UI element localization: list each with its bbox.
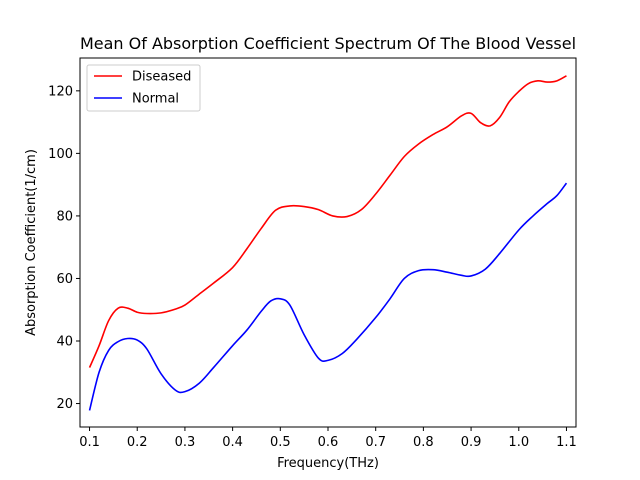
x-tick-label: 0.7 [365, 435, 386, 450]
series-line-normal [88, 182, 568, 411]
series-line-diseased [88, 75, 567, 368]
series-layer [88, 75, 568, 411]
x-tick-label: 0.6 [318, 435, 339, 450]
y-tick-label: 80 [56, 209, 73, 224]
x-tick-label: 0.5 [270, 435, 291, 450]
x-tick-label: 0.2 [127, 435, 148, 450]
x-tick-label: 0.1 [79, 435, 100, 450]
y-tick-label: 40 [56, 335, 73, 350]
legend-label-normal: Normal [132, 92, 179, 107]
chart-title: Mean Of Absorption Coefficient Spectrum … [80, 34, 576, 53]
x-tick-label: 0.8 [413, 435, 434, 450]
x-axis: 0.1 0.2 0.3 0.4 0.5 0.6 0.7 0.8 0.9 1.0 1.1 [79, 427, 577, 450]
legend-label-diseased: Diseased [132, 70, 191, 85]
y-tick-label: 60 [56, 272, 73, 287]
x-tick-label: 1.1 [556, 435, 577, 450]
y-axis-label: Absorption Coefficient(1/cm) [24, 149, 39, 336]
x-tick-label: 0.4 [222, 435, 243, 450]
y-axis: 20 40 60 80 100 120 [48, 84, 80, 412]
legend: Diseased Normal [86, 64, 201, 112]
x-axis-label: Frequency(THz) [277, 456, 379, 471]
y-tick-label: 100 [48, 147, 73, 162]
x-tick-label: 0.9 [461, 435, 482, 450]
x-tick-label: 1.0 [508, 435, 529, 450]
x-tick-label: 0.3 [175, 435, 196, 450]
y-tick-label: 120 [48, 84, 73, 99]
y-tick-label: 20 [56, 397, 73, 412]
